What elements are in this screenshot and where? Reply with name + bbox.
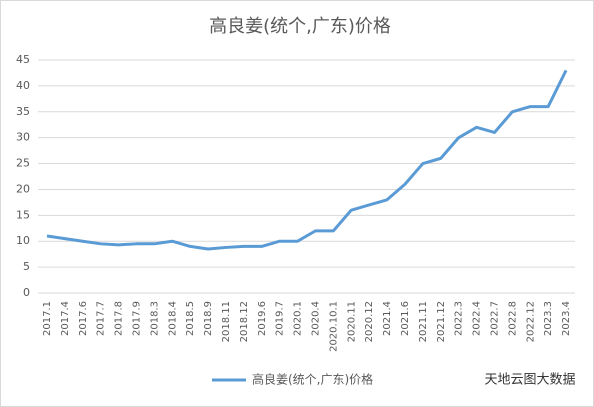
x-tick-label: 2017.7	[96, 301, 107, 336]
x-tick-label: 2021.6	[400, 301, 411, 336]
x-tick-label: 2018.5	[185, 301, 196, 336]
legend-label: 高良姜(统个,广东)价格	[252, 372, 373, 387]
x-tick-label: 2020.10.1	[328, 301, 339, 352]
y-tick-label: 5	[23, 260, 30, 273]
x-tick-label: 2020.4	[310, 301, 321, 336]
y-tick-label: 0	[23, 286, 30, 299]
y-tick-label: 35	[16, 105, 30, 118]
y-tick-label: 15	[16, 208, 30, 221]
x-tick-label: 2020.12	[364, 301, 375, 342]
x-tick-label: 2022.3	[454, 301, 465, 336]
x-tick-label: 2020.11	[346, 301, 357, 342]
x-tick-label: 2017.4	[60, 301, 71, 336]
x-tick-label: 2017.1	[42, 301, 53, 336]
chart-title: 高良姜(统个,广东)价格	[209, 16, 391, 37]
x-tick-label: 2022.7	[489, 301, 500, 336]
x-tick-label: 2021.4	[382, 301, 393, 336]
y-tick-label: 40	[16, 79, 30, 92]
x-tick-label: 2017.6	[78, 301, 89, 336]
x-tick-label: 2021.12	[436, 301, 447, 342]
x-tick-label: 2019.7	[275, 301, 286, 336]
x-tick-label: 2018.3	[149, 301, 160, 336]
x-tick-label: 2021.11	[418, 301, 429, 342]
watermark: 天地云图大数据	[484, 373, 575, 388]
y-tick-label: 25	[16, 157, 30, 170]
x-tick-label: 2018.12	[239, 301, 250, 342]
x-tick-label: 2017.8	[114, 301, 125, 336]
x-tick-label: 2018.9	[203, 301, 214, 336]
y-tick-label: 30	[16, 131, 30, 144]
y-tick-label: 45	[16, 53, 30, 66]
x-tick-label: 2022.4	[472, 301, 483, 336]
x-tick-label: 2023.3	[543, 301, 554, 336]
line	[46, 69, 568, 251]
x-tick-label: 2018.4	[167, 301, 178, 336]
x-tick-label: 2020.1	[293, 301, 304, 336]
x-tick-label: 2023.4	[561, 301, 572, 336]
x-tick-label: 2018.11	[221, 301, 232, 342]
y-tick-label: 10	[16, 234, 30, 247]
y-tick-label: 20	[16, 182, 30, 195]
x-tick-label: 2022.12	[525, 301, 536, 342]
x-tick-label: 2019.6	[257, 301, 268, 336]
x-tick-label: 2022.8	[507, 301, 518, 336]
x-tick-label: 2017.9	[131, 301, 142, 336]
